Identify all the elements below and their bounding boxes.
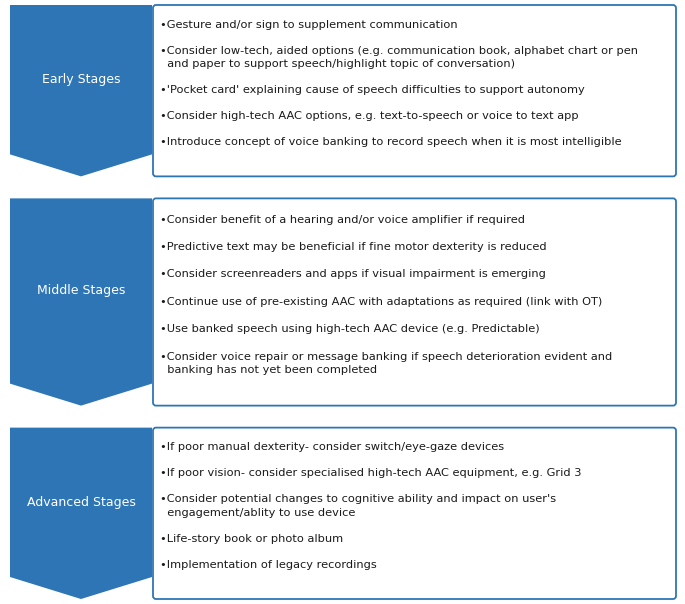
Text: •Consider high-tech AAC options, e.g. text-to-speech or voice to text app: •Consider high-tech AAC options, e.g. te… — [160, 111, 579, 121]
Text: •If poor manual dexterity- consider switch/eye-gaze devices: •If poor manual dexterity- consider swit… — [160, 442, 504, 452]
Text: •'Pocket card' explaining cause of speech difficulties to support autonomy: •'Pocket card' explaining cause of speec… — [160, 85, 585, 95]
Text: •Consider benefit of a hearing and/or voice amplifier if required: •Consider benefit of a hearing and/or vo… — [160, 214, 525, 225]
Text: •Consider low-tech, aided options (e.g. communication book, alphabet chart or pe: •Consider low-tech, aided options (e.g. … — [160, 46, 638, 56]
Text: Advanced Stages: Advanced Stages — [27, 496, 136, 509]
Text: •Use banked speech using high-tech AAC device (e.g. Predictable): •Use banked speech using high-tech AAC d… — [160, 324, 540, 334]
Text: Early Stages: Early Stages — [42, 73, 121, 86]
FancyBboxPatch shape — [153, 5, 676, 176]
FancyBboxPatch shape — [153, 198, 676, 406]
Polygon shape — [10, 428, 152, 599]
Text: •Consider potential changes to cognitive ability and impact on user's: •Consider potential changes to cognitive… — [160, 495, 556, 504]
Text: engagement/ablity to use device: engagement/ablity to use device — [160, 508, 356, 518]
FancyBboxPatch shape — [153, 428, 676, 599]
Text: •Introduce concept of voice banking to record speech when it is most intelligibl: •Introduce concept of voice banking to r… — [160, 137, 621, 147]
Text: •Consider screenreaders and apps if visual impairment is emerging: •Consider screenreaders and apps if visu… — [160, 269, 546, 280]
Text: •Life-story book or photo album: •Life-story book or photo album — [160, 534, 343, 544]
Text: banking has not yet been completed: banking has not yet been completed — [160, 365, 377, 375]
Text: Middle Stages: Middle Stages — [37, 284, 125, 298]
Text: •If poor vision- consider specialised high-tech AAC equipment, e.g. Grid 3: •If poor vision- consider specialised hi… — [160, 469, 582, 478]
Text: and paper to support speech/highlight topic of conversation): and paper to support speech/highlight to… — [160, 59, 515, 69]
Polygon shape — [10, 5, 152, 176]
Text: •Continue use of pre-existing AAC with adaptations as required (link with OT): •Continue use of pre-existing AAC with a… — [160, 297, 602, 307]
Text: •Consider voice repair or message banking if speech deterioration evident and: •Consider voice repair or message bankin… — [160, 352, 612, 362]
Text: •Implementation of legacy recordings: •Implementation of legacy recordings — [160, 560, 377, 570]
Text: •Predictive text may be beneficial if fine motor dexterity is reduced: •Predictive text may be beneficial if fi… — [160, 242, 547, 252]
Polygon shape — [10, 198, 152, 406]
Text: •Gesture and/or sign to supplement communication: •Gesture and/or sign to supplement commu… — [160, 20, 458, 30]
